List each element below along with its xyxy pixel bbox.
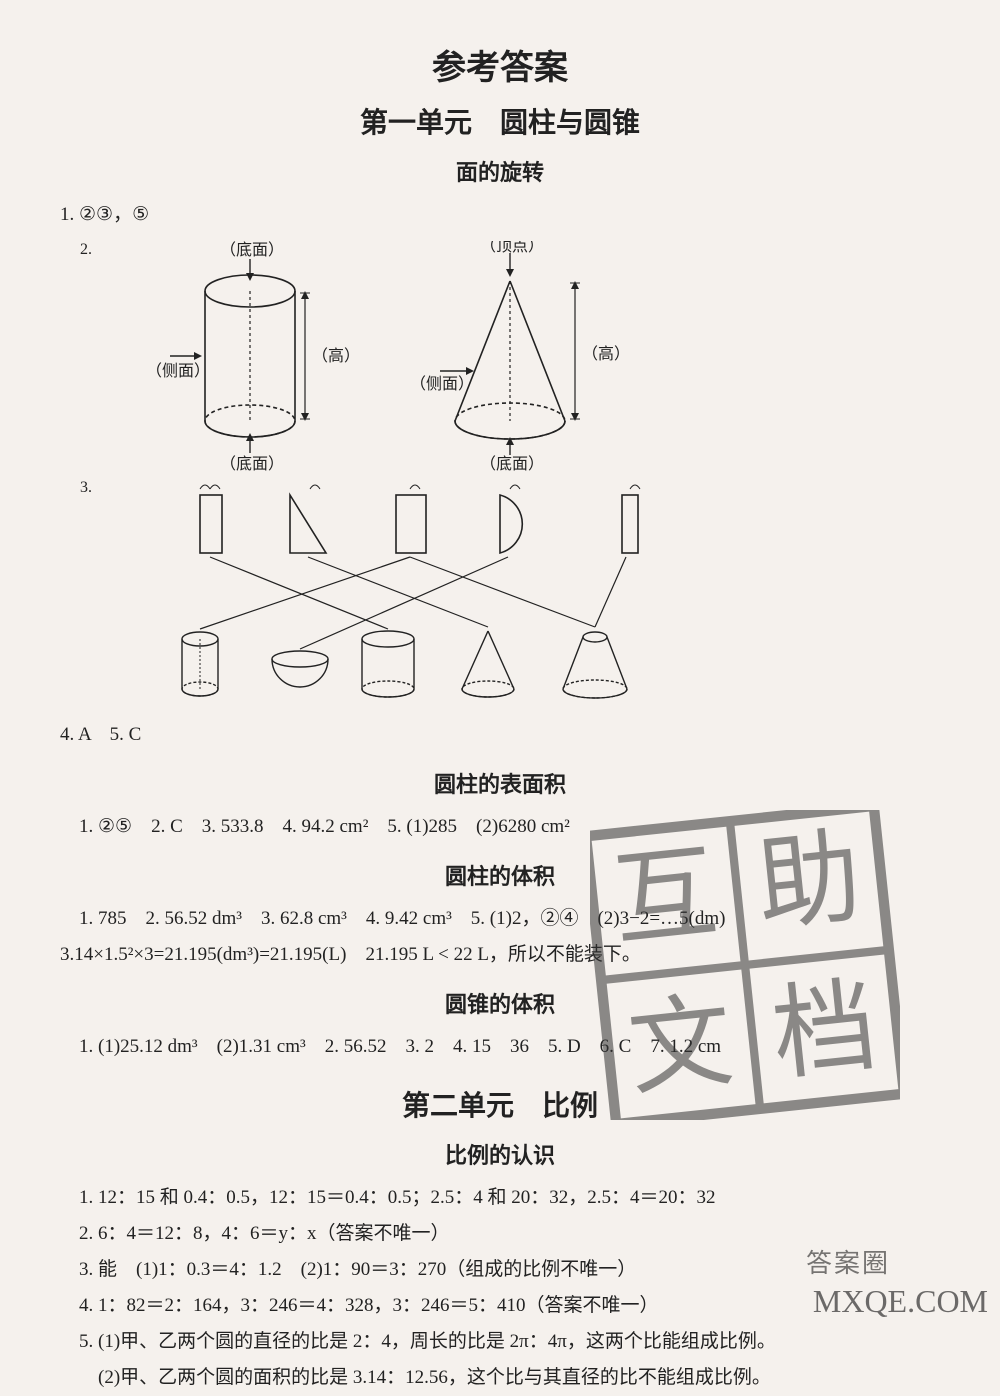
matching-diagram-svg <box>150 479 750 709</box>
u1s3-line1: 1. 785 2. 56.52 dm³ 3. 62.8 cm³ 4. 9.42 … <box>60 901 940 937</box>
svg-text:（侧面）: （侧面） <box>150 362 210 380</box>
u1s3-line2: 3.14×1.5²×3=21.195(dm³)=21.195(L) 21.195… <box>60 937 940 973</box>
svg-text:（底面）: （底面） <box>220 241 284 259</box>
unit1-sec1-title: 面的旋转 <box>60 155 940 187</box>
unit1-sec3-title: 圆柱的体积 <box>60 859 940 891</box>
u1s4-line1: 1. (1)25.12 dm³ (2)1.31 cm³ 2. 56.52 3. … <box>60 1029 940 1065</box>
svg-text:（高）: （高） <box>582 345 630 363</box>
q3-number: 3. <box>80 479 110 497</box>
u2s1-line5: 5. (1)甲、乙两个圆的直径的比是 2：4，周长的比是 2π：4π，这两个比能… <box>60 1324 940 1360</box>
unit2-sec1-title: 比例的认识 <box>60 1138 940 1170</box>
svg-text:（侧面）: （侧面） <box>410 375 474 393</box>
u2s1-line1: 1. 12：15 和 0.4：0.5，12：15＝0.4：0.5；2.5：4 和… <box>60 1180 940 1216</box>
u1s2-line1: 1. ②⑤ 2. C 3. 533.8 4. 94.2 cm² 5. (1)28… <box>60 809 940 845</box>
q3-diagram: 3. <box>80 479 940 709</box>
unit1-sec2-title: 圆柱的表面积 <box>60 767 940 799</box>
main-title: 参考答案 <box>60 40 940 89</box>
u2s1-line4: 4. 1：82＝2：164，3：246＝4：328，3：246＝5：410（答案… <box>60 1288 940 1324</box>
unit1-sec4-title: 圆锥的体积 <box>60 987 940 1019</box>
svg-text:（底面）: （底面） <box>480 455 544 471</box>
svg-text:（底面）: （底面） <box>220 455 284 471</box>
svg-text:（顶点）: （顶点） <box>480 241 544 255</box>
cylinder-diagram-svg: （底面） （侧面） （高） （底面） <box>150 241 370 471</box>
unit2-title: 第二单元 比例 <box>60 1084 940 1124</box>
svg-text:（高）: （高） <box>312 347 360 365</box>
u1s1-q4-5: 4. A 5. C <box>60 717 940 753</box>
cone-diagram-svg: （顶点） （侧面） （高） （底面） <box>410 241 630 471</box>
u2s1-line3: 3. 能 (1)1：0.3＝4：1.2 (2)1：90＝3：270（组成的比例不… <box>60 1252 940 1288</box>
q2-number: 2. <box>80 241 110 259</box>
u1s1-q1: 1. ②③，⑤ <box>60 197 940 233</box>
unit1-title: 第一单元 圆柱与圆锥 <box>60 101 940 141</box>
q2-diagram: 2. （底面） （侧面） （高） （底面） （顶点） <box>80 241 940 471</box>
u2s1-line2: 2. 6：4＝12：8，4：6＝y：x（答案不唯一） <box>60 1216 940 1252</box>
u2s1-line6: (2)甲、乙两个圆的面积的比是 3.14：12.56，这个比与其直径的比不能组成… <box>60 1360 940 1396</box>
